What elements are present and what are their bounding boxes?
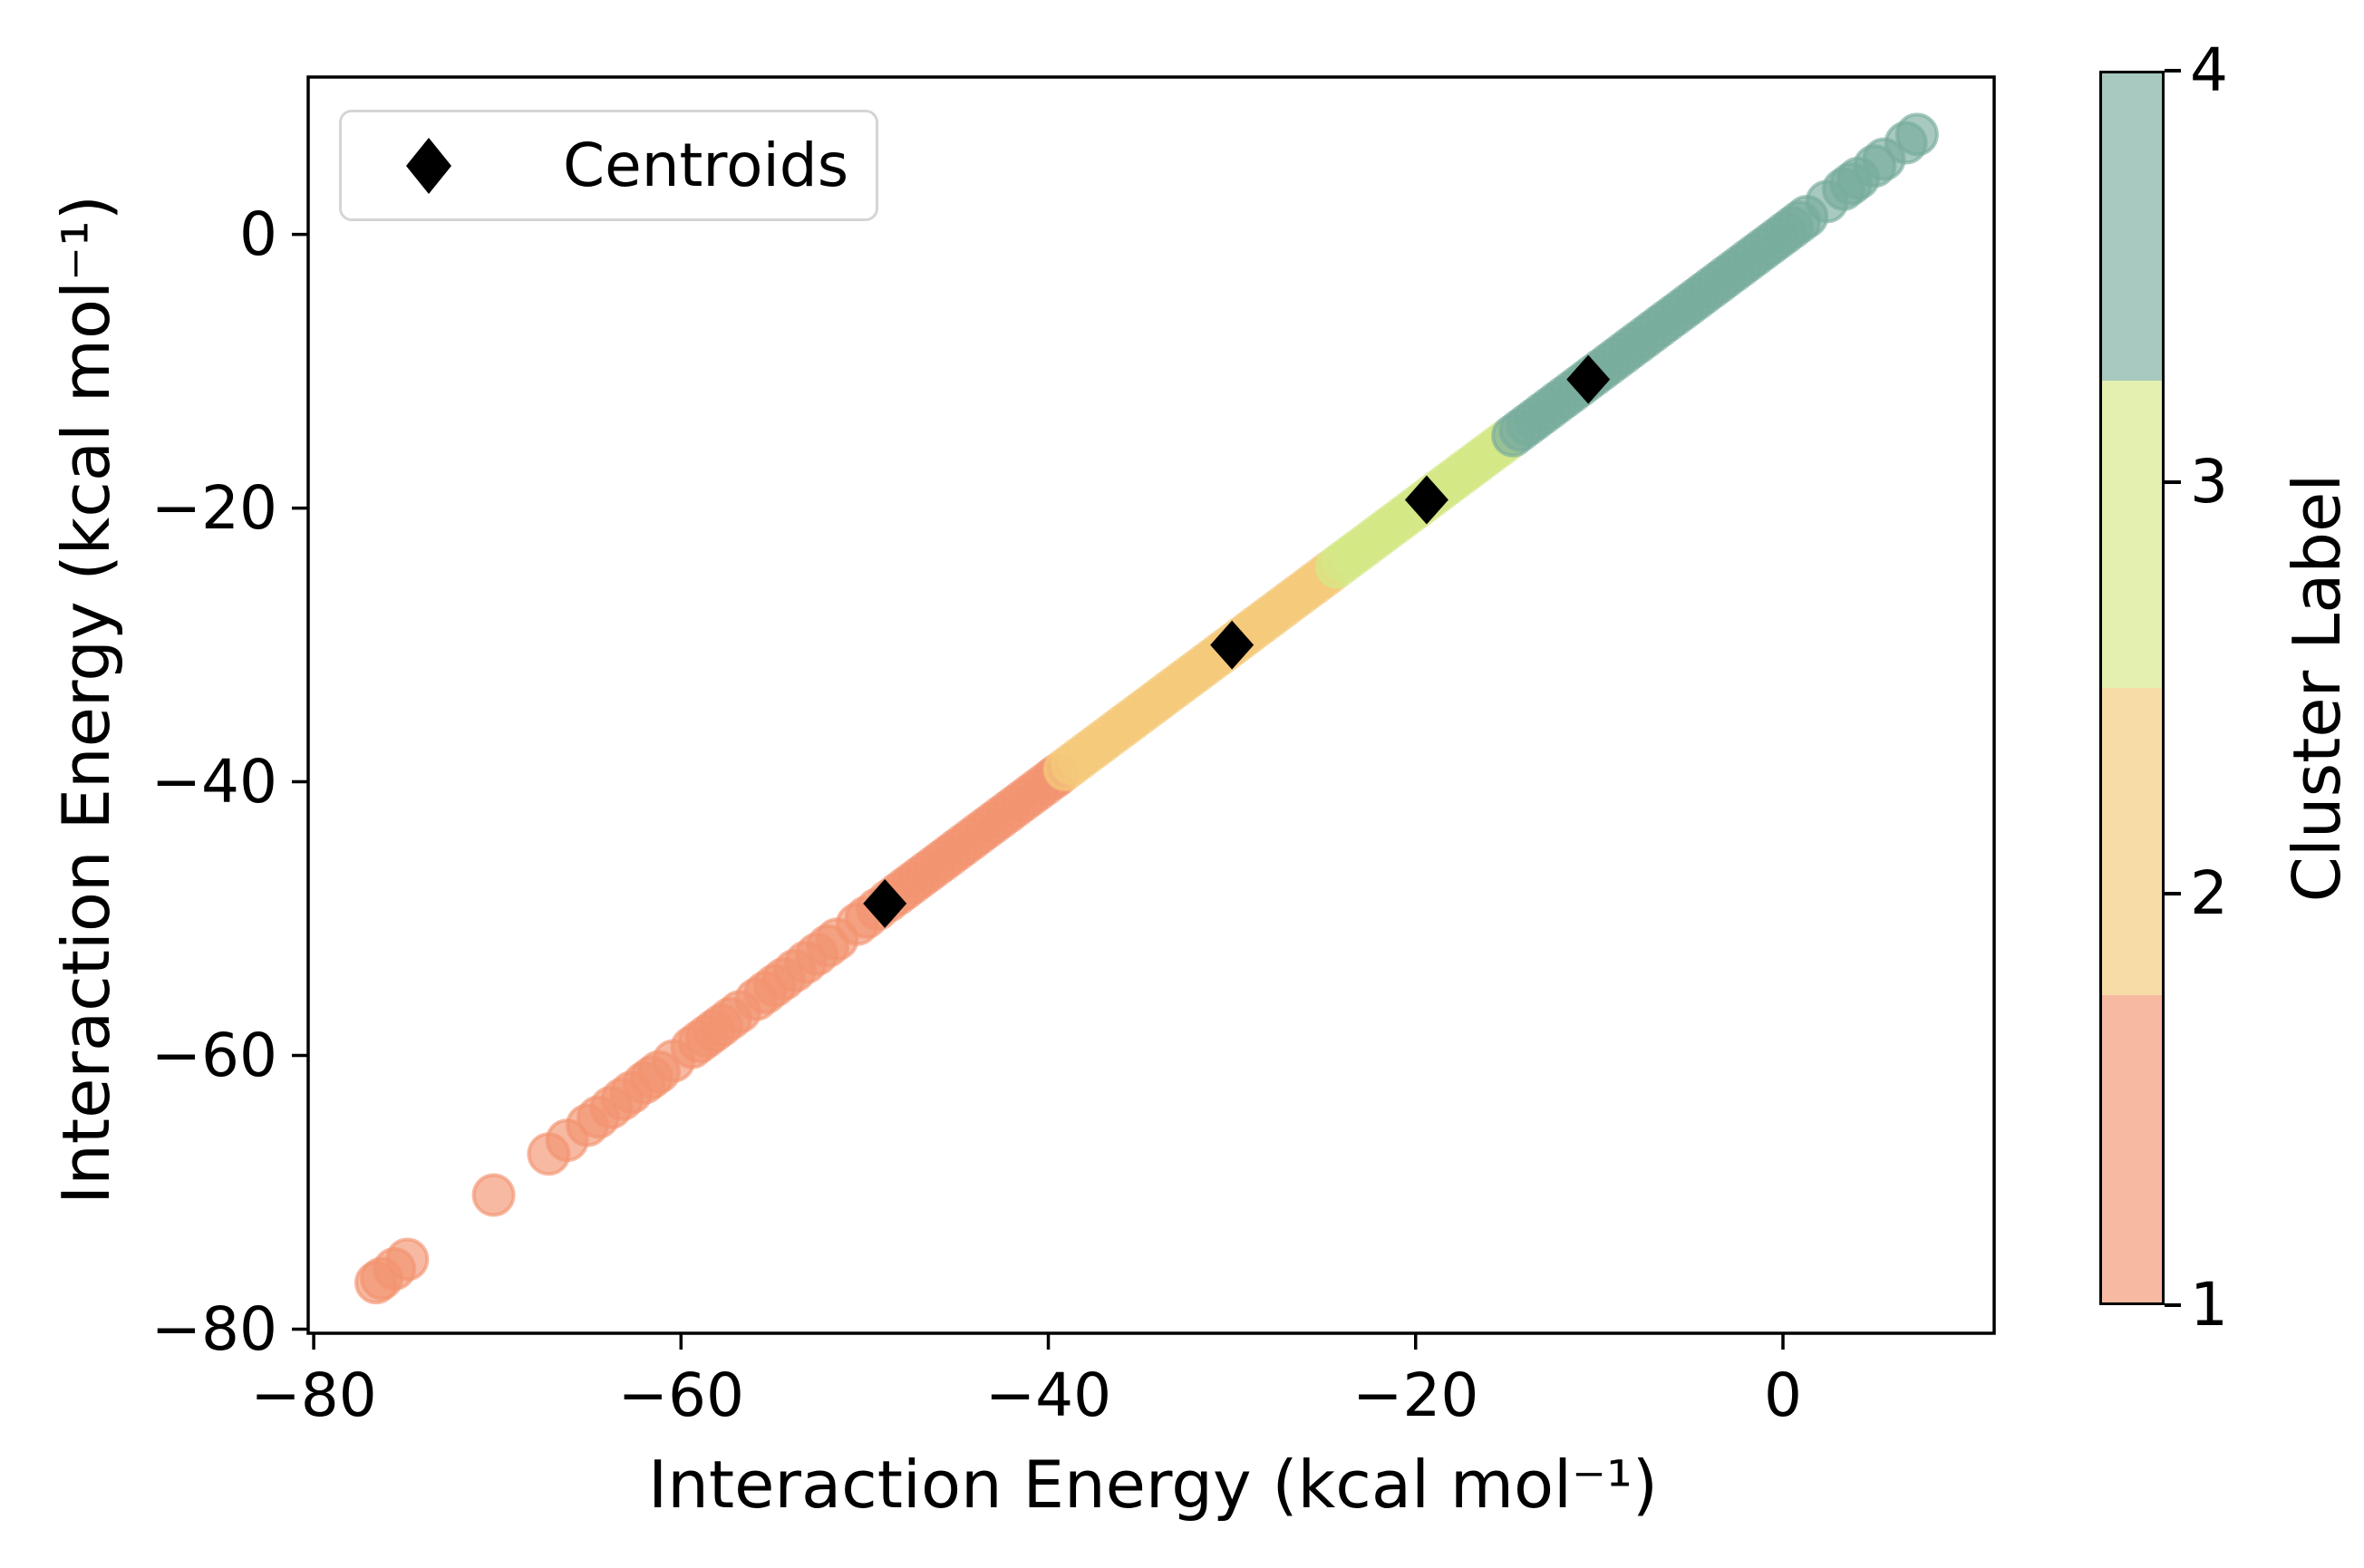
centroid-marker xyxy=(863,878,907,928)
scatter-point-cluster-1 xyxy=(385,1237,430,1282)
y-tick-label: −40 xyxy=(151,747,277,817)
legend: Centroids xyxy=(339,110,878,221)
colorbar-tick xyxy=(2165,1303,2181,1307)
x-axis-label: Interaction Energy (kcal mol⁻¹) xyxy=(648,1447,1658,1523)
x-tick-label: −80 xyxy=(250,1360,376,1430)
y-tick-label: −20 xyxy=(151,473,277,543)
colorbar-label: Cluster Label xyxy=(2279,473,2355,903)
y-tick-label: 0 xyxy=(239,199,277,269)
colorbar-tick-label: 1 xyxy=(2190,1270,2228,1340)
colorbar-tick xyxy=(2165,69,2181,73)
colorbar-tick xyxy=(2165,892,2181,896)
y-axis-label: Interaction Energy (kcal mol⁻¹) xyxy=(48,195,124,1205)
colorbar-segment-cluster-3 xyxy=(2102,381,2162,688)
scatter-point-cluster-4 xyxy=(1894,112,1939,157)
x-tick-label: −20 xyxy=(1352,1360,1478,1430)
x-tick-label: −40 xyxy=(985,1360,1111,1430)
colorbar-segment-cluster-2 xyxy=(2102,688,2162,995)
x-tick-label: −60 xyxy=(618,1360,744,1430)
y-tick-label: −80 xyxy=(151,1294,277,1364)
legend-label: Centroids xyxy=(563,130,849,200)
colorbar-tick-label: 4 xyxy=(2190,35,2228,105)
centroid-marker xyxy=(1566,354,1611,404)
centroid-marker xyxy=(1404,475,1448,525)
centroid-diamond-icon xyxy=(403,135,454,197)
colorbar-tick xyxy=(2165,479,2181,484)
colorbar-segment-cluster-4 xyxy=(2102,73,2162,381)
x-tick-label: 0 xyxy=(1764,1360,1802,1430)
colorbar-tick-label: 2 xyxy=(2190,858,2228,929)
centroid-marker xyxy=(1210,620,1255,670)
colorbar-tick-label: 3 xyxy=(2190,446,2228,517)
scatter-point-cluster-1 xyxy=(471,1173,516,1217)
y-tick-label: −60 xyxy=(151,1021,277,1090)
colorbar-segment-cluster-1 xyxy=(2102,995,2162,1302)
plot-box xyxy=(306,75,1996,1335)
colorbar xyxy=(2099,71,2165,1305)
